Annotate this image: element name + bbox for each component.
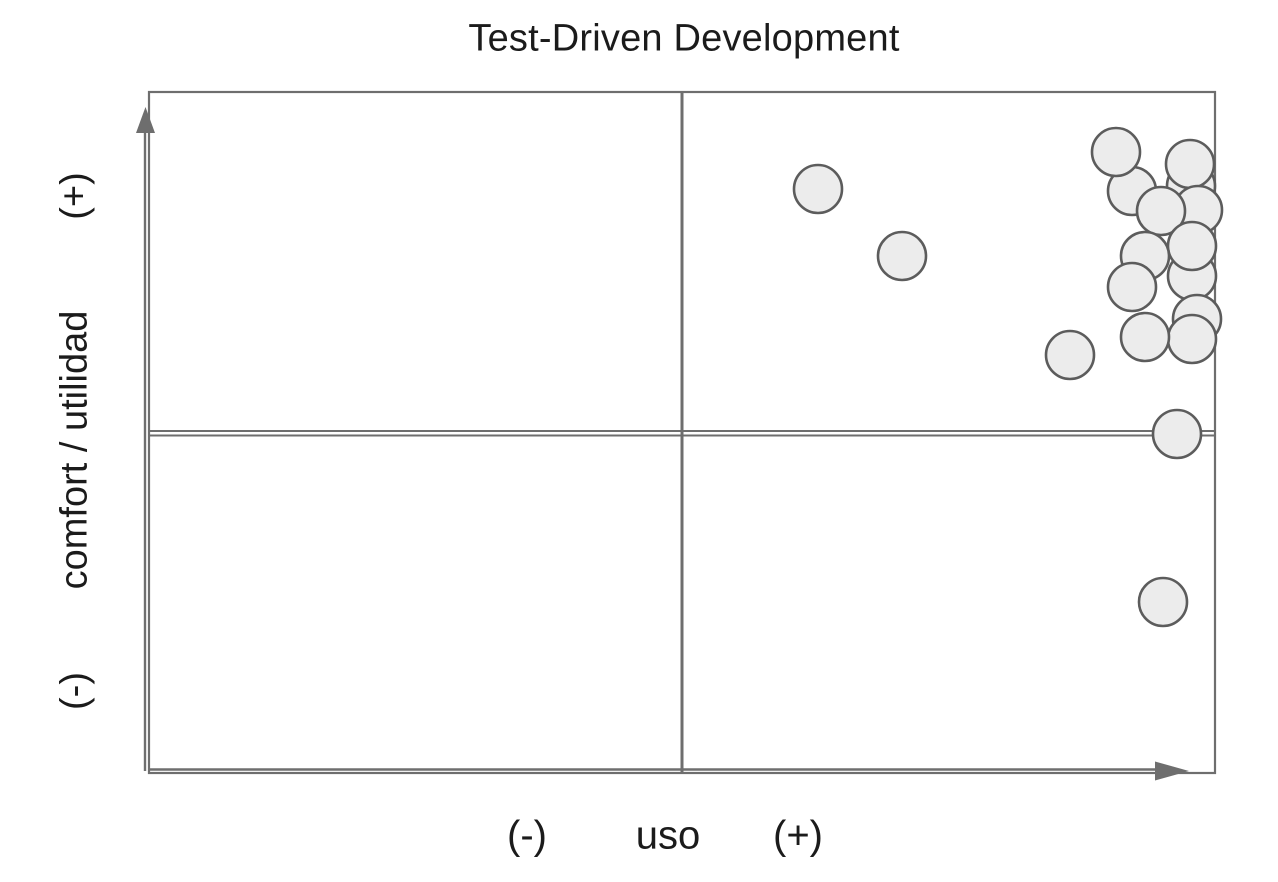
y-axis-negative-label: (-) [53,672,96,710]
y-axis-arrowhead-icon [136,107,155,133]
data-point [1135,185,1187,237]
data-point [1044,329,1096,381]
scatter-points [792,126,1224,628]
x-axis-arrowhead-icon [1155,761,1189,781]
data-point [1151,408,1203,460]
chart-title: Test-Driven Development [468,17,900,60]
data-point [1090,126,1142,178]
data-point [1137,576,1189,628]
data-point [876,230,928,282]
y-axis-title: comfort / utilidad [53,310,96,590]
y-axis-positive-label: (+) [53,172,96,220]
data-point [1119,311,1171,363]
data-point [1166,313,1218,365]
data-point [1106,261,1158,313]
x-axis-positive-label: (+) [773,813,823,858]
data-point [792,163,844,215]
x-axis-negative-label: (-) [507,813,547,858]
data-point [1166,220,1218,272]
x-axis-title: uso [635,813,701,858]
data-point [1164,138,1216,190]
